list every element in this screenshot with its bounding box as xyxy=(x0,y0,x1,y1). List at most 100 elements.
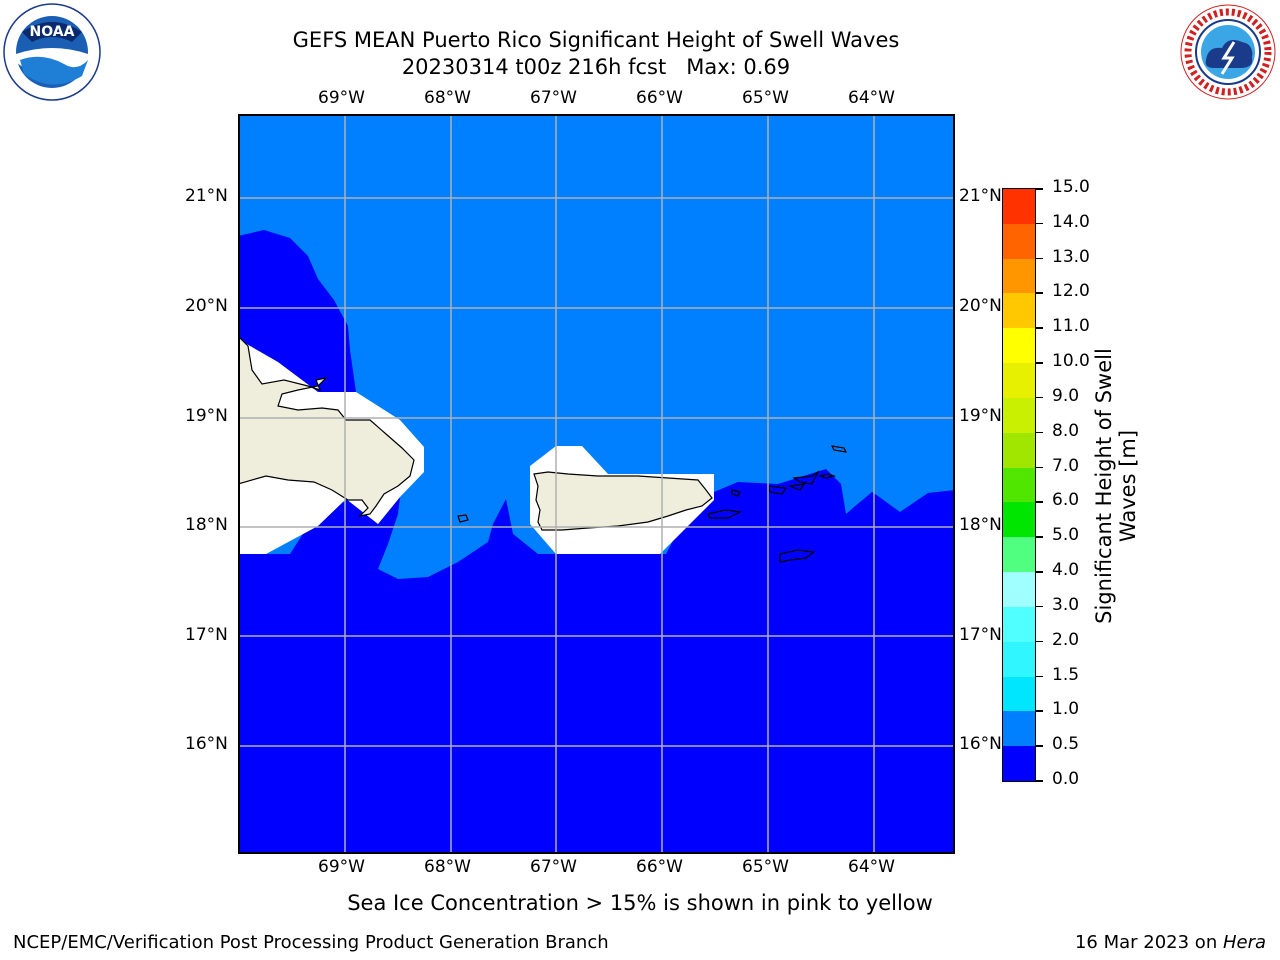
colorbar-segment xyxy=(1003,189,1035,224)
chart-title-line2: 20230314 t00z 216h fcst Max: 0.69 xyxy=(401,55,791,79)
lon-label-top-65w: 65°W xyxy=(742,88,789,108)
sea-deep-region-northwest xyxy=(238,230,356,392)
lat-label-left-18n: 18°N xyxy=(185,515,228,535)
colorbar-segment xyxy=(1003,467,1035,503)
lat-label-left-20n: 20°N xyxy=(185,296,228,316)
lon-label-top-64w: 64°W xyxy=(848,88,895,108)
colorbar-segment xyxy=(1003,432,1035,468)
chart-title-line1: GEFS MEAN Puerto Rico Significant Height… xyxy=(292,28,900,52)
sea-ice-note: Sea Ice Concentration > 15% is shown in … xyxy=(347,891,933,915)
colorbar-segment xyxy=(1003,502,1035,538)
lat-label-right-17n: 17°N xyxy=(959,625,1002,645)
colorbar-segment xyxy=(1003,572,1035,607)
colorbar-tick-label: 7.0 xyxy=(1052,455,1080,476)
colorbar-tick-mark xyxy=(1036,675,1043,678)
lat-label-right-19n: 19°N xyxy=(959,406,1002,426)
colorbar-segment xyxy=(1003,641,1035,677)
colorbar-tick-label: 15.0 xyxy=(1052,177,1090,197)
colorbar-tick-mark xyxy=(1036,571,1043,573)
colorbar-segment xyxy=(1003,676,1035,712)
colorbar-segment xyxy=(1003,328,1035,364)
colorbar-tick-mark xyxy=(1036,188,1043,190)
lon-label-bottom-68w: 68°W xyxy=(424,857,471,877)
island-culebra xyxy=(731,489,741,497)
colorbar-tick-mark xyxy=(1036,780,1043,782)
colorbar-tick-mark xyxy=(1036,745,1043,747)
lon-label-bottom-66w: 66°W xyxy=(636,857,683,877)
colorbar-tick-label: 3.0 xyxy=(1052,594,1080,615)
island-mona xyxy=(457,514,469,523)
footer-date: 16 Mar 2023 on Hera xyxy=(1075,932,1266,953)
colorbar-tick-mark xyxy=(1036,501,1043,503)
lat-label-left-16n: 16°N xyxy=(185,734,228,754)
colorbar-tick-label: 1.0 xyxy=(1052,699,1080,720)
lon-label-top-67w: 67°W xyxy=(530,88,577,108)
colorbar-tick-label: 6.0 xyxy=(1052,490,1080,511)
colorbar-segment xyxy=(1003,746,1035,781)
colorbar-tick-label: 14.0 xyxy=(1052,211,1090,232)
colorbar-segment xyxy=(1003,537,1035,573)
colorbar-segment xyxy=(1003,258,1035,294)
colorbar-tick-mark xyxy=(1036,710,1043,712)
colorbar-tick-mark xyxy=(1036,222,1043,225)
lat-label-right-18n: 18°N xyxy=(959,515,1002,535)
colorbar-tick-label: 11.0 xyxy=(1052,316,1090,337)
lat-label-right-16n: 16°N xyxy=(959,734,1002,754)
lat-label-left-17n: 17°N xyxy=(185,625,228,645)
colorbar-tick-label: 8.0 xyxy=(1052,420,1080,441)
lat-label-right-21n: 21°N xyxy=(959,186,1002,206)
colorbar-segment xyxy=(1003,606,1035,642)
lon-label-bottom-69w: 69°W xyxy=(318,857,365,877)
lon-label-bottom-65w: 65°W xyxy=(742,857,789,877)
islands-virgin xyxy=(767,470,837,495)
lon-label-top-68w: 68°W xyxy=(424,88,471,108)
colorbar-tick-label: 9.0 xyxy=(1052,385,1080,406)
colorbar-tick-mark xyxy=(1036,431,1043,434)
colorbar-tick-mark xyxy=(1036,327,1043,329)
svg-text:NOAA: NOAA xyxy=(30,24,75,40)
colorbar-segment xyxy=(1003,397,1035,433)
graticule xyxy=(238,114,955,854)
sea-deep-region-south xyxy=(238,469,955,854)
colorbar-tick-mark xyxy=(1036,466,1043,469)
colorbar-tick-mark xyxy=(1036,257,1043,260)
colorbar-tick-label: 0.5 xyxy=(1052,734,1080,755)
lat-label-left-21n: 21°N xyxy=(185,186,228,206)
land-puerto-rico xyxy=(533,471,713,531)
colorbar-tick-label: 4.0 xyxy=(1052,560,1080,581)
colorbar-segment xyxy=(1003,293,1035,329)
lat-label-right-20n: 20°N xyxy=(959,296,1002,316)
noaa-logo: NOAA xyxy=(3,3,101,101)
nws-logo xyxy=(1180,4,1276,100)
colorbar-tick-label: 10.0 xyxy=(1052,351,1090,372)
colorbar-tick-label: 5.0 xyxy=(1052,525,1080,546)
footer-branch: NCEP/EMC/Verification Post Processing Pr… xyxy=(13,932,609,953)
colorbar-tick-mark xyxy=(1036,396,1043,399)
lon-label-bottom-64w: 64°W xyxy=(848,857,895,877)
colorbar-tick-mark xyxy=(1036,605,1043,608)
colorbar-segment xyxy=(1003,363,1035,398)
colorbar-tick-label: 13.0 xyxy=(1052,246,1090,267)
island-anegada xyxy=(830,445,848,453)
colorbar-tick-label: 2.0 xyxy=(1052,629,1080,650)
colorbar-tick-mark xyxy=(1036,362,1043,364)
lon-label-top-66w: 66°W xyxy=(636,88,683,108)
lon-label-top-69w: 69°W xyxy=(318,88,365,108)
colorbar xyxy=(1002,188,1036,782)
colorbar-tick-label: 0.0 xyxy=(1052,769,1080,789)
colorbar-tick-mark xyxy=(1036,536,1043,538)
footer-machine: Hera xyxy=(1222,932,1266,953)
map-plot xyxy=(238,114,955,854)
island-st-croix xyxy=(779,549,816,563)
island-vieques xyxy=(707,509,742,519)
colorbar-segment xyxy=(1003,223,1035,259)
footer-date-text: 16 Mar 2023 on xyxy=(1074,932,1223,953)
lon-label-bottom-67w: 67°W xyxy=(530,857,577,877)
colorbar-segment xyxy=(1003,711,1035,747)
lat-label-left-19n: 19°N xyxy=(185,406,228,426)
colorbar-label: Significant Height of Swell Waves [m] xyxy=(1092,348,1140,624)
colorbar-tick-label: 1.5 xyxy=(1052,664,1080,685)
colorbar-tick-label: 12.0 xyxy=(1052,281,1090,302)
colorbar-tick-mark xyxy=(1036,292,1043,294)
colorbar-tick-mark xyxy=(1036,640,1043,643)
